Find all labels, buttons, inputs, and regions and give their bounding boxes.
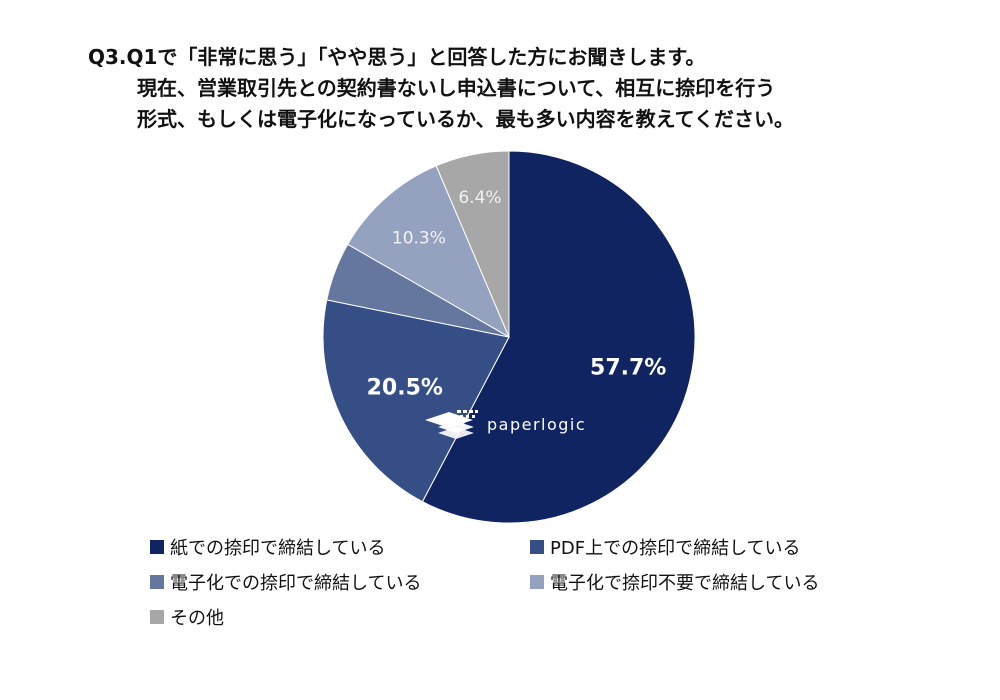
legend-label: 紙での捺印で締結している [170, 538, 386, 559]
logo-mark-icon [425, 410, 478, 439]
data-label-pdf-seal: 20.5% [367, 375, 443, 400]
legend-item-paper-seal: 紙での捺印で締結している [150, 534, 385, 560]
title-line-3: 形式、もしくは電子化になっているか、最も多い内容を教えてください。 [137, 107, 794, 131]
paperlogic-logo: paperlogic [425, 410, 586, 439]
legend-swatch [530, 540, 544, 554]
legend-label: 電子化での捺印で締結している [170, 573, 422, 594]
legend-label: その他 [170, 608, 224, 629]
legend-label: PDF上での捺印で締結している [550, 538, 801, 559]
legend-item-pdf-seal: PDF上での捺印で締結している [530, 534, 801, 560]
slice-paper-seal [421, 150, 696, 524]
legend-swatch [150, 575, 164, 589]
data-label-paper-seal: 57.7% [590, 355, 666, 380]
legend-label: 電子化で捺印不要で締結している [550, 573, 820, 594]
data-label-electronic-no-seal: 10.3% [392, 228, 446, 248]
chart-title: Q3.Q1で「非常に思う」「やや思う」と回答した方にお聞きします。 現在、営業取… [88, 42, 794, 135]
legend-swatch [150, 540, 164, 554]
slice-pdf-seal [322, 299, 510, 503]
legend-item-electronic-no-seal: 電子化で捺印不要で締結している [530, 569, 819, 595]
slice-other [435, 150, 510, 338]
slice-electronic-no-seal [347, 165, 511, 339]
logo-text: paperlogic [487, 415, 586, 434]
title-line-2: 現在、営業取引先との契約書ないし申込書について、相互に捺印を行う [137, 76, 776, 100]
legend-item-other: その他 [150, 604, 224, 630]
legend-item-electronic-seal: 電子化での捺印で締結している [150, 569, 421, 595]
legend-swatch [530, 575, 544, 589]
title-line-1: Q3.Q1で「非常に思う」「やや思う」と回答した方にお聞きします。 [88, 45, 706, 69]
data-label-other: 6.4% [458, 188, 501, 208]
legend-swatch [150, 610, 164, 624]
